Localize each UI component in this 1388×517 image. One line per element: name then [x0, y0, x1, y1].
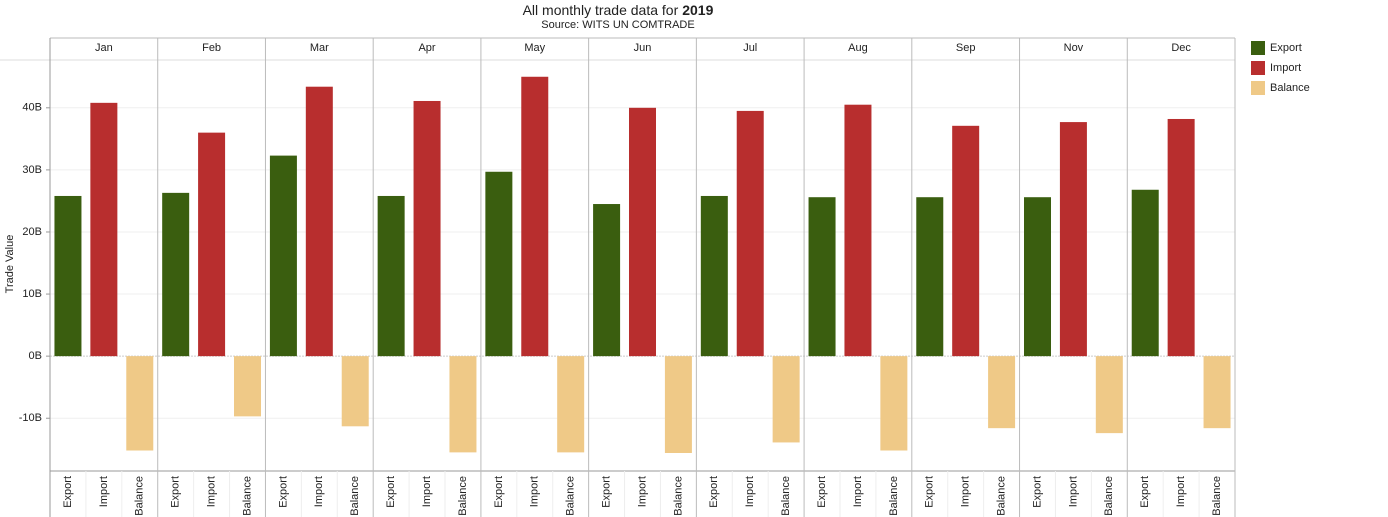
x-tick-label: Export	[708, 476, 720, 508]
y-tick-label: 40B	[22, 102, 42, 114]
bar	[557, 356, 585, 453]
bar	[1167, 118, 1195, 357]
x-tick-label: Balance	[565, 476, 577, 516]
x-tick-label: Export	[600, 476, 612, 508]
panel-header: Nov	[1064, 42, 1084, 54]
bar	[916, 197, 944, 357]
x-tick-label: Export	[493, 476, 505, 508]
x-tick-label: Import	[313, 476, 325, 507]
bar	[413, 100, 441, 357]
x-tick-label: Import	[636, 476, 648, 507]
bar	[485, 171, 513, 357]
bar	[90, 102, 118, 357]
x-tick-label: Export	[385, 476, 397, 508]
bar	[700, 195, 728, 357]
bar	[988, 356, 1016, 429]
x-tick-label: Import	[98, 476, 110, 507]
x-tick-label: Balance	[134, 476, 146, 516]
x-tick-label: Export	[1031, 476, 1043, 508]
x-tick-label: Export	[62, 476, 74, 508]
x-tick-label: Import	[852, 476, 864, 507]
x-tick-label: Import	[960, 476, 972, 507]
bar	[341, 356, 369, 427]
x-tick-label: Export	[277, 476, 289, 508]
chart-title: All monthly trade data for 2019	[523, 2, 714, 18]
bar	[449, 356, 477, 453]
x-tick-label: Import	[744, 476, 756, 507]
bar	[772, 356, 800, 443]
chart-subtitle: Source: WITS UN COMTRADE	[541, 19, 694, 31]
panel-header: Apr	[418, 42, 435, 54]
bar	[880, 356, 908, 451]
bar	[1203, 356, 1231, 429]
x-tick-label: Import	[421, 476, 433, 507]
panel-header: Feb	[202, 42, 221, 54]
x-tick-label: Balance	[995, 476, 1007, 516]
legend-swatch	[1251, 81, 1265, 95]
bar	[521, 76, 549, 357]
bar	[736, 110, 764, 357]
legend-swatch	[1251, 41, 1265, 55]
panel-header: May	[524, 42, 545, 54]
bar	[664, 356, 692, 453]
bar	[269, 155, 297, 357]
y-tick-label: -10B	[19, 412, 42, 424]
panel-header: Jun	[634, 42, 652, 54]
legend-label: Export	[1270, 42, 1302, 54]
bar	[629, 107, 656, 357]
x-tick-label: Import	[1175, 476, 1187, 507]
title-text: All monthly trade data for	[523, 2, 679, 18]
x-tick-label: Export	[1139, 476, 1151, 508]
x-tick-label: Balance	[1103, 476, 1115, 516]
panel-header: Jan	[95, 42, 113, 54]
y-axis-label: Trade Value	[4, 235, 16, 294]
bar	[126, 356, 154, 451]
bar	[1024, 197, 1051, 357]
bar	[1059, 122, 1087, 357]
legend-swatch	[1251, 61, 1265, 75]
x-tick-label: Balance	[888, 476, 900, 516]
y-tick-label: 20B	[22, 226, 42, 238]
x-tick-label: Balance	[780, 476, 792, 516]
panel-header: Dec	[1171, 42, 1191, 54]
legend-label: Import	[1270, 62, 1301, 74]
x-tick-label: Balance	[349, 476, 361, 516]
bar	[54, 195, 82, 357]
x-tick-label: Export	[924, 476, 936, 508]
x-tick-label: Import	[529, 476, 541, 507]
y-tick-label: 0B	[29, 350, 42, 362]
title-year: 2019	[682, 2, 713, 18]
y-tick-label: 30B	[22, 164, 42, 176]
x-tick-label: Export	[816, 476, 828, 508]
x-tick-label: Balance	[241, 476, 253, 516]
panel-header: Mar	[310, 42, 329, 54]
bar	[1131, 189, 1159, 357]
bar	[808, 197, 836, 357]
bar	[952, 125, 980, 357]
bar	[234, 356, 261, 417]
x-tick-label: Balance	[672, 476, 684, 516]
x-tick-label: Import	[1067, 476, 1079, 507]
bar	[305, 86, 333, 357]
bar	[377, 195, 405, 357]
bar	[1095, 356, 1123, 434]
x-tick-label: Import	[205, 476, 217, 507]
panel-header: Sep	[956, 42, 976, 54]
y-tick-label: 10B	[22, 288, 42, 300]
bar	[593, 204, 621, 357]
panel-header: Aug	[848, 42, 868, 54]
legend-label: Balance	[1270, 82, 1310, 94]
x-tick-label: Balance	[457, 476, 469, 516]
panel-header: Jul	[743, 42, 757, 54]
x-tick-label: Export	[170, 476, 182, 508]
bar	[198, 132, 226, 357]
bar	[844, 104, 872, 357]
x-tick-label: Balance	[1211, 476, 1223, 516]
bar	[162, 192, 190, 357]
